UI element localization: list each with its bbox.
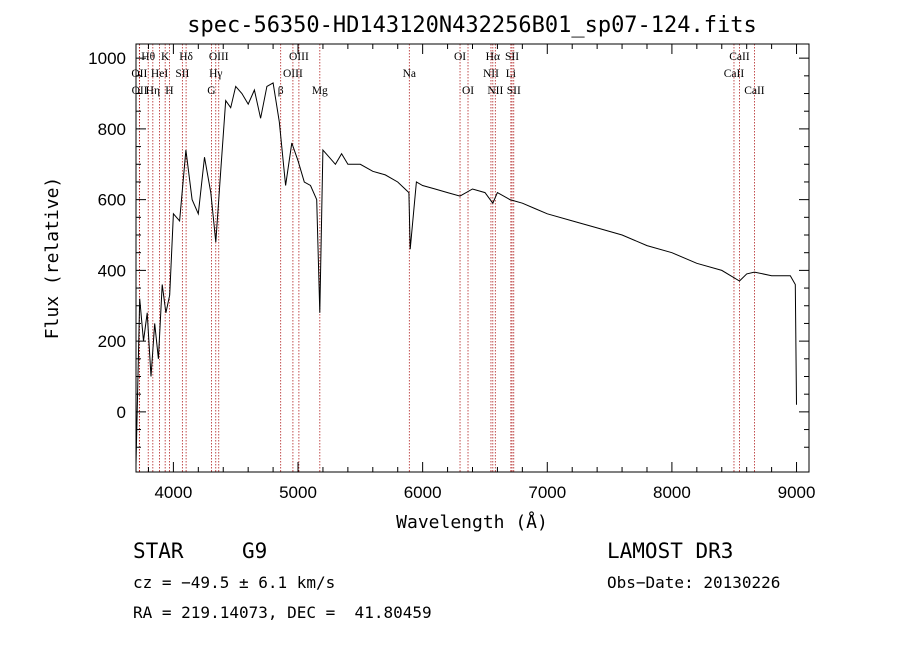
chart-title: spec-56350-HD143120N432256B01_sp07-124.f…	[187, 13, 757, 38]
observation-date: Obs−Date: 20130226	[607, 573, 781, 592]
spectral-line-markers	[138, 44, 755, 472]
y-tick-label: 600	[98, 191, 126, 210]
spectral-line-label: H	[165, 85, 173, 97]
spectral-line-label: HeI	[151, 68, 168, 80]
x-tick-label: 5000	[279, 483, 317, 502]
spectral-line-label: OIII	[283, 68, 303, 80]
survey-name: LAMOST DR3	[607, 539, 734, 563]
spectral-line-label: Hδ	[179, 51, 193, 63]
spectral-line-label: Hθ	[141, 51, 155, 63]
spectral-line-label: CaII	[724, 68, 745, 80]
x-tick-label: 9000	[778, 483, 816, 502]
spectral-line-label: OI	[454, 51, 466, 63]
spectral-line-label: β	[278, 85, 284, 97]
spectral-line-labels: Hθ K Hδ OIII OIII OI Hα SII CaII OII HeI SII Hγ OIII N…	[131, 51, 764, 97]
redshift-cz: cz = −49.5 ± 6.1 km/s	[133, 573, 336, 592]
spectral-line-label: G	[207, 85, 215, 97]
spectral-line-label: SII	[175, 68, 189, 80]
object-class: STAR	[133, 539, 184, 563]
plot-frame	[135, 43, 810, 473]
spectrum-line	[135, 82, 797, 465]
spectral-line-label: OI	[462, 85, 474, 97]
x-tick-label: 6000	[404, 483, 442, 502]
spectral-line-label: Mg	[312, 85, 328, 97]
spectrum-series	[135, 82, 797, 465]
y-tick-label: 200	[98, 332, 126, 351]
x-tick-label: 4000	[154, 483, 192, 502]
spectral-line-label: OII	[131, 68, 147, 80]
y-tick-label: 400	[98, 261, 126, 280]
axis-tick-labels: 4000 5000 6000 7000 8000 9000 0 200 400 600 800 100…	[88, 49, 815, 502]
spectral-line-label: Na	[403, 68, 416, 80]
spectral-line-label: Hγ	[209, 68, 222, 80]
y-tick-label: 800	[98, 120, 126, 139]
spectral-line-label: Hη	[146, 85, 160, 97]
object-subclass: G9	[242, 539, 268, 563]
spectral-line-label: NII	[487, 85, 503, 97]
x-tick-label: 7000	[528, 483, 566, 502]
spectral-line-label: CaII	[729, 51, 750, 63]
spectral-line-label: SII	[505, 51, 519, 63]
axis-ticks	[136, 44, 809, 472]
spectral-line-label: Hα	[486, 51, 500, 63]
x-tick-label: 8000	[653, 483, 691, 502]
spectral-line-label: OIII	[209, 51, 229, 63]
ra-dec: RA = 219.14073, DEC = 41.80459	[133, 603, 432, 622]
spectral-line-label: SII	[507, 85, 521, 97]
y-tick-label: 0	[117, 403, 126, 422]
x-axis-label: Wavelength (Å)	[396, 511, 548, 533]
spectral-line-label: NII	[483, 68, 499, 80]
y-axis-label: Flux (relative)	[42, 177, 63, 340]
y-tick-label: 1000	[88, 49, 126, 68]
spectral-line-label: CaII	[744, 85, 765, 97]
spectral-line-label: Li	[506, 68, 516, 80]
spectral-line-label: OIII	[289, 51, 309, 63]
spectral-line-label: K	[161, 51, 170, 63]
